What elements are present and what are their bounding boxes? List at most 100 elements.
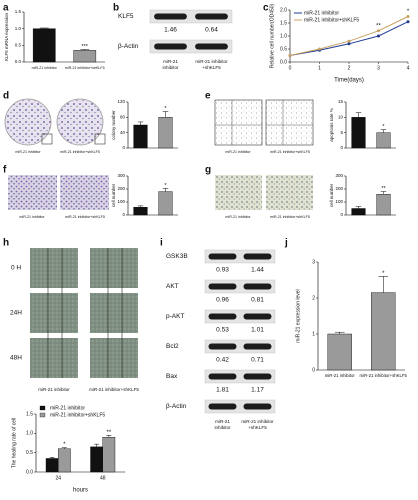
y-tick-label: 1.5 — [26, 411, 33, 417]
blot-value: 0.96 — [216, 297, 229, 304]
blot-strip — [149, 9, 233, 24]
y-tick-label: 0 — [122, 145, 125, 150]
y-tick-label: 80 — [120, 115, 126, 120]
y-axis-label: cell number — [111, 183, 116, 207]
y-tick-label: 0 — [340, 145, 343, 150]
annotation: ** — [107, 430, 112, 436]
blot-band — [208, 253, 237, 260]
x-tick-label: 48 — [100, 475, 106, 481]
blot-band — [195, 43, 228, 50]
point — [288, 54, 292, 57]
y-axis-label: apoptosis rate % — [329, 108, 334, 142]
error-bar — [334, 331, 345, 334]
blot-value: 1.44 — [251, 267, 264, 274]
blot-value: 0.93 — [216, 267, 229, 274]
x-tick-label: miR-21 inhibitor+shKLF5 — [360, 373, 408, 378]
lane-label: miR-21 inhibitor+shKLF5 — [89, 387, 139, 392]
x-tick-label: miR-21 inhibitor+shKLF5 — [65, 66, 105, 70]
y-tick-label: 100 — [335, 199, 343, 204]
point — [377, 34, 380, 38]
error-bar — [106, 435, 112, 438]
error-bar — [162, 111, 169, 118]
blot-strip — [204, 339, 276, 354]
lane-label: miR-21 inhibitor — [195, 59, 228, 64]
x-tick-label: 1 — [318, 65, 321, 71]
y-axis-label: KLF5 mRNA expression — [4, 12, 9, 61]
blot-label: β-Actin — [118, 43, 139, 50]
bar — [158, 191, 173, 216]
image-caption: miR-21 inhibitor+shKLF5 — [270, 150, 310, 154]
blot-strip — [204, 369, 276, 384]
panel-label: f — [3, 165, 7, 176]
bar — [158, 117, 173, 149]
blot-band — [243, 283, 272, 290]
blot-value: 1.01 — [251, 327, 264, 334]
bar — [351, 117, 366, 149]
y-tick-label: 1.0 — [15, 26, 22, 31]
legend-label: miR-21 inhibitor — [50, 405, 85, 411]
y-tick-label: 10 — [338, 115, 344, 120]
blot-value: 1.17 — [251, 387, 264, 394]
y-tick-label: 200 — [117, 186, 125, 191]
x-tick-label: 24 — [55, 475, 61, 481]
annotation: * — [164, 106, 167, 112]
bar — [327, 333, 352, 371]
bar — [376, 132, 391, 149]
error-bar — [137, 121, 144, 125]
row-label: 24H — [10, 310, 22, 317]
legend-label: miR-21 inhibitor — [304, 10, 339, 16]
blot-band — [208, 403, 237, 410]
blot-band — [208, 373, 237, 380]
y-tick-label: 0 — [122, 212, 125, 217]
error-bar — [137, 205, 144, 208]
annotation: * — [164, 183, 167, 189]
blot-label: β-Actin — [166, 403, 187, 410]
lane-label: miR-21 inhibitor — [38, 387, 70, 392]
point — [406, 20, 410, 24]
blot-value: 0.64 — [205, 27, 218, 34]
y-tick-label: 0.0 — [280, 59, 287, 65]
annotation: * — [382, 271, 385, 277]
blot-strip — [204, 399, 276, 414]
blot-band — [208, 313, 237, 320]
image-caption: miR-21 inhibitor — [19, 215, 45, 219]
y-tick-label: 0.5 — [280, 46, 287, 52]
x-tick-label: miR-21 inhibitor — [32, 66, 58, 70]
annotation: *** — [82, 44, 89, 50]
blot-value: 1.46 — [164, 27, 177, 34]
y-tick-label: 0.0 — [15, 59, 22, 64]
y-tick-label: 0 — [312, 367, 315, 373]
blot-strip — [149, 39, 233, 54]
bar — [58, 448, 71, 473]
blot-label: GSK3B — [166, 253, 188, 260]
bar — [32, 28, 56, 63]
x-tick-label: miR-21 inhibitor — [325, 373, 356, 378]
error-bar — [94, 443, 100, 447]
y-axis-label: The healing rate of cell — [11, 418, 17, 469]
point — [377, 29, 380, 33]
bar — [376, 193, 391, 216]
y-tick-label: 1.5 — [280, 20, 287, 26]
y-axis-label: colony number — [111, 110, 116, 140]
blot-label: Bcl2 — [166, 343, 179, 350]
panel-label: g — [205, 165, 211, 176]
blot-strip — [204, 279, 276, 294]
y-tick-label: 300 — [335, 173, 343, 178]
point — [347, 42, 351, 46]
y-tick-label: 100 — [117, 199, 125, 204]
legend-label: miR-21 inhibitor+shKLF5 — [304, 17, 359, 23]
blot-label: KLF5 — [118, 13, 134, 20]
blot-value: 0.81 — [251, 297, 264, 304]
annotation: ** — [381, 186, 386, 192]
error-bar — [380, 129, 387, 133]
lane-label: inhibitor — [162, 65, 179, 70]
y-tick-label: 300 — [117, 173, 125, 178]
annotation: * — [382, 124, 385, 130]
panel-label: e — [205, 91, 211, 102]
panel-label: c — [263, 3, 269, 14]
lane-label: +shKLF5 — [248, 425, 267, 430]
panel-label: i — [160, 238, 163, 249]
error-bar — [61, 447, 67, 449]
blot-band — [195, 13, 228, 20]
